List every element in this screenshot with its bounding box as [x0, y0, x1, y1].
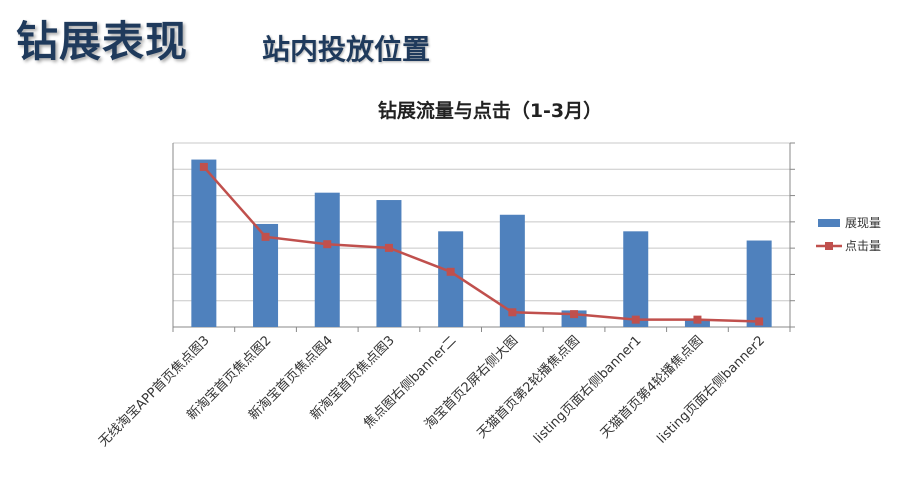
line-point — [446, 267, 455, 276]
line-point — [755, 317, 764, 326]
slide-subtitle: 站内投放位置 — [262, 33, 431, 66]
bar — [314, 192, 340, 327]
line-point — [693, 315, 702, 324]
bar-series — [191, 159, 772, 327]
category-label: listing页面右侧banner1 — [531, 333, 645, 447]
line-point — [199, 162, 208, 171]
legend-bar-swatch — [818, 219, 840, 227]
line-point — [631, 315, 640, 324]
line-point — [508, 308, 517, 317]
category-label: 无线淘宝APP首页焦点图3 — [96, 333, 213, 450]
line-series — [199, 162, 764, 326]
bar — [191, 159, 217, 327]
line-path — [202, 166, 760, 323]
bar — [253, 223, 279, 327]
slide-title: 钻展表现 — [16, 17, 189, 66]
legend-label-bar: 展现量 — [845, 216, 881, 230]
category-label: 天猫首页第4轮播焦点图 — [598, 333, 706, 441]
legend-line-marker — [825, 242, 833, 250]
bar — [376, 200, 402, 327]
bar — [438, 231, 464, 327]
line-point — [570, 310, 579, 319]
line-point — [323, 240, 332, 249]
legend-label-line: 点击量 — [845, 239, 881, 253]
category-labels: 无线淘宝APP首页焦点图3新淘宝首页焦点图2新淘宝首页焦点图4新淘宝首页焦点图3… — [96, 333, 768, 450]
line-point — [261, 232, 270, 241]
line-point — [384, 243, 393, 252]
bar — [746, 240, 772, 327]
chart-title: 钻展流量与点击（1-3月） — [378, 99, 602, 122]
category-label: listing页面右侧banner2 — [654, 333, 768, 447]
category-label: 天猫首页第2轮播焦点图 — [474, 333, 582, 441]
bar — [623, 231, 649, 327]
